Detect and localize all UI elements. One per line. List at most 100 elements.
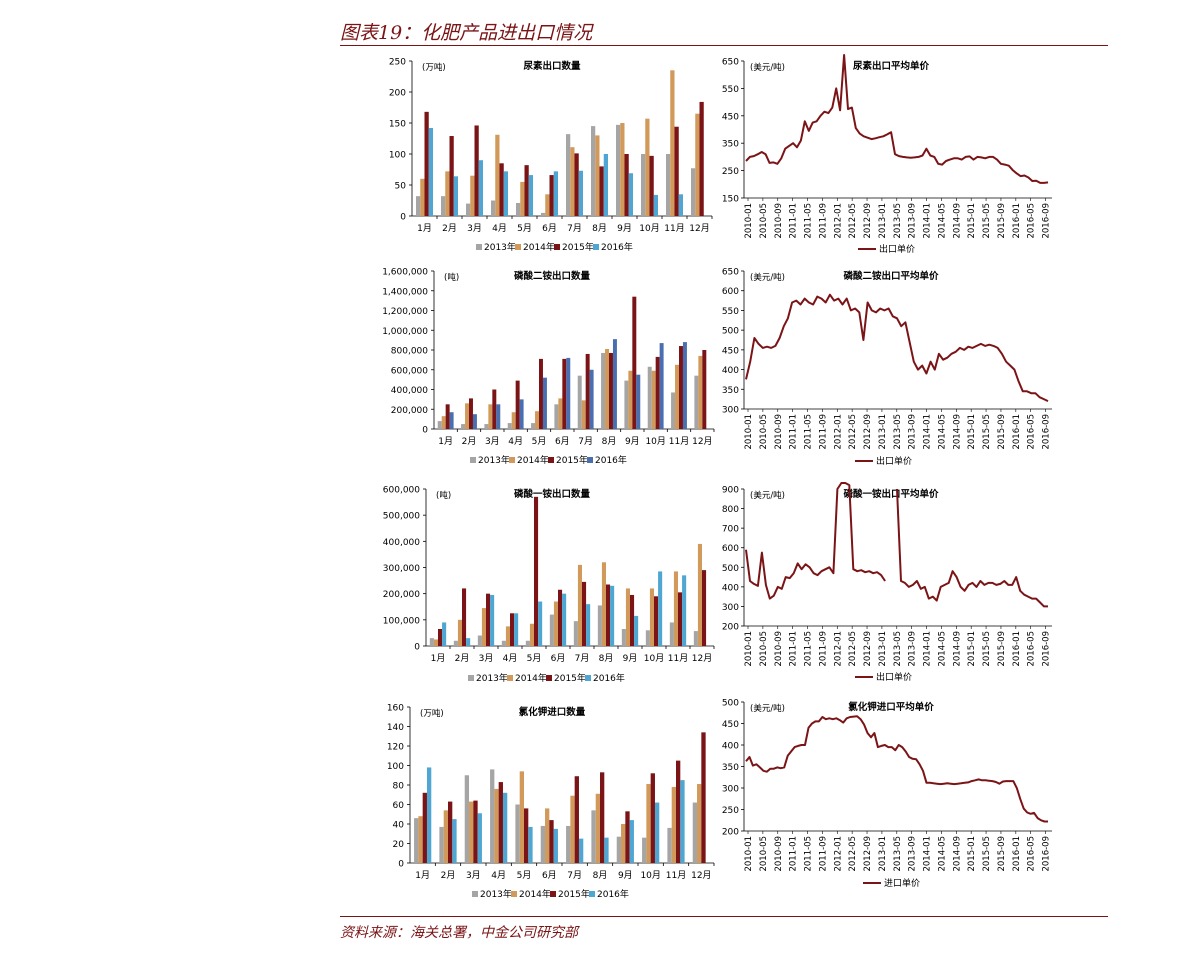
bar-2014年: [581, 400, 586, 429]
x-tick-label: 2010-01: [744, 836, 754, 872]
bar-2015年: [498, 782, 503, 863]
bar-2016年: [659, 343, 664, 429]
y-tick-label: 500: [722, 327, 739, 337]
bar-2013年: [621, 628, 626, 646]
bar-2015年: [574, 776, 579, 863]
x-tick-label: 2012-09: [863, 631, 873, 667]
x-tick-label: 3月: [479, 653, 494, 664]
legend-label: 2016年: [597, 888, 629, 900]
x-tick-label: 2012-01: [833, 203, 843, 239]
bar-2013年: [501, 640, 506, 646]
bar-2016年: [428, 127, 433, 216]
y-tick-label: 400,000: [383, 538, 420, 548]
bar-2014年: [670, 70, 675, 216]
y-tick-label: 300: [722, 603, 739, 613]
bar-2016年: [680, 780, 685, 863]
x-tick-label: 4月: [503, 653, 518, 664]
bar-2014年: [620, 123, 625, 216]
x-tick-label: 2014-01: [923, 414, 933, 450]
bar-2013年: [616, 124, 621, 216]
bar-2014年: [445, 171, 450, 216]
x-tick-label: 2015-01: [967, 203, 977, 239]
bar-2013年: [624, 380, 629, 429]
x-tick-label: 8月: [593, 870, 608, 881]
x-tick-label: 6月: [542, 223, 557, 234]
bar-2013年: [641, 154, 646, 216]
x-tick-label: 11月: [668, 653, 688, 664]
x-tick-label: 2010-09: [774, 631, 784, 667]
x-tick-label: 2014-05: [937, 836, 947, 872]
x-tick-label: 2015-09: [997, 203, 1007, 239]
x-tick-label: 2016-05: [1027, 414, 1037, 450]
x-tick-label: 2月: [462, 436, 477, 447]
legend-label: 出口单价: [876, 671, 912, 683]
x-tick-label: 2011-01: [789, 414, 799, 450]
x-tick-label: 9月: [623, 653, 638, 664]
chart-svg: 200 300 400 500 600 700 800 900 (美元/吨) 磷酸一铵出口平均单价…: [722, 482, 1052, 683]
bar-2014年: [481, 608, 486, 646]
x-tick-label: 2010-09: [774, 836, 784, 872]
source-note: 资料来源：海关总署，中金公司研究部: [340, 925, 578, 941]
y-tick-label: 120: [387, 743, 404, 753]
bar-2013年: [466, 203, 471, 216]
bar-2015年: [630, 594, 635, 646]
chart-svg: 0 50 100 150 200 250 (万吨) 尿素出口数量 1月 2月 3月 4月 5月 6月 7月 8…: [389, 58, 713, 253]
bar-2013年: [554, 404, 559, 429]
legend-label: 出口单价: [876, 455, 912, 467]
x-tick-label: 2016-09: [1042, 414, 1052, 450]
legend-swatch: [470, 457, 476, 463]
kcl-import-price-chart: 200 250 300 350 400 450 500 (美元/吨) 氯化钾进口平均单价 2010…: [720, 692, 1090, 904]
x-tick-label: 1月: [417, 223, 432, 234]
x-tick-label: 10月: [645, 436, 665, 447]
bar-2014年: [649, 588, 654, 646]
y-tick-label: 0: [398, 860, 404, 870]
chart-title: 磷酸一铵出口数量: [514, 488, 591, 500]
bar-2015年: [624, 154, 629, 216]
x-tick-label: 2012-09: [863, 203, 873, 239]
bar-2013年: [671, 392, 676, 429]
x-tick-label: 5月: [532, 436, 547, 447]
x-tick-label: 2011-09: [818, 631, 828, 667]
y-tick-label: 140: [387, 723, 404, 733]
bar-2013年: [616, 836, 622, 863]
bar-2015年: [474, 125, 479, 216]
bar-2015年: [462, 588, 467, 646]
source-rule: [340, 916, 1108, 917]
bar-2014年: [570, 147, 575, 216]
bar-2014年: [646, 784, 651, 863]
bar-2014年: [529, 623, 534, 646]
bar-2015年: [600, 772, 605, 863]
chart-svg: 150 250 350 450 550 650 (美元/吨) 尿素出口平均单价 2010-01 2…: [722, 54, 1052, 255]
bar-2015年: [473, 800, 478, 863]
bar-2014年: [520, 181, 525, 216]
y-tick-label: 250: [389, 58, 406, 68]
chart-title: 磷酸一铵出口平均单价: [843, 488, 939, 500]
legend-label: 2016年: [593, 672, 625, 684]
bar-2015年: [676, 760, 681, 863]
legend-label: 2014年: [523, 241, 555, 253]
bar-2013年: [694, 375, 699, 429]
bar-2013年: [477, 635, 482, 646]
bar-2015年: [654, 596, 659, 646]
map-export-price-chart: 200 300 400 500 600 700 800 900 (美元/吨) 磷酸一铵出口平均单价…: [720, 480, 1090, 690]
bar-2014年: [697, 543, 702, 646]
bar-2016年: [636, 374, 641, 429]
chart-title: 氯化钾进口数量: [519, 706, 586, 718]
bar-2016年: [610, 585, 615, 646]
bar-2014年: [420, 178, 425, 216]
x-tick-label: 2013-09: [908, 631, 918, 667]
bar-2016年: [682, 342, 687, 429]
y-tick-label: 20: [393, 840, 405, 850]
y-tick-label: 40: [393, 821, 405, 831]
bar-2013年: [642, 837, 647, 863]
bar-2013年: [566, 134, 571, 216]
x-tick-label: 2011-01: [789, 836, 799, 872]
bar-2013年: [441, 196, 446, 216]
bar-2016年: [653, 194, 658, 216]
x-tick-label: 2012-01: [833, 836, 843, 872]
x-tick-label: 11月: [664, 223, 684, 234]
x-tick-label: 12月: [692, 653, 712, 664]
x-tick-label: 2014-01: [923, 203, 933, 239]
x-tick-label: 2012-01: [833, 414, 843, 450]
bar-2013年: [597, 605, 602, 646]
